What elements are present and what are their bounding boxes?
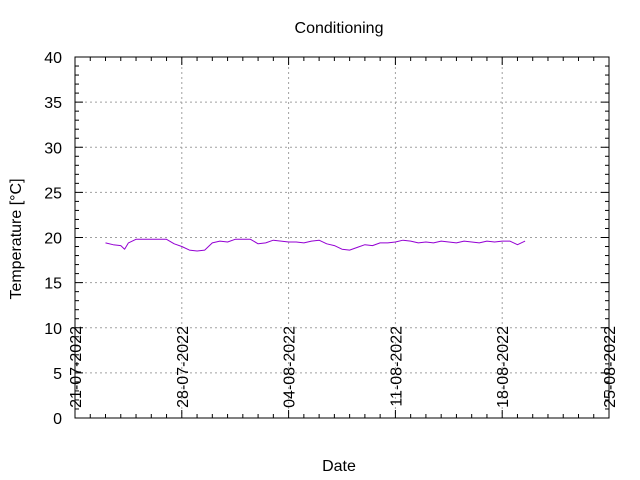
- x-axis-title: Date: [322, 458, 356, 475]
- x-tick-label: 18-08-2022: [495, 326, 512, 408]
- x-tick-label: 21-07-2022: [68, 326, 85, 408]
- series-layer: [105, 238, 526, 252]
- y-tick-label: 25: [44, 185, 62, 202]
- x-tick-label: 28-07-2022: [175, 326, 192, 408]
- x-tick-labels: 21-07-2022 28-07-2022 04-08-2022 11-08-2022…: [68, 326, 619, 408]
- y-axis-title: Temperature [°C]: [8, 178, 25, 299]
- y-tick-label: 15: [44, 276, 62, 293]
- y-tick-label: 35: [44, 95, 62, 112]
- axis-ticks: [74, 56, 610, 419]
- chart-title: Conditioning: [295, 20, 384, 37]
- grid: [75, 57, 609, 418]
- y-tick-label: 0: [53, 411, 62, 428]
- x-tick-label: 11-08-2022: [388, 326, 405, 407]
- y-tick-label: 30: [44, 140, 62, 157]
- x-tick-label: 25-08-2022: [602, 326, 619, 408]
- y-tick-labels: 0 5 10 15 20 25 30 35 40: [44, 50, 62, 428]
- y-tick-label: 20: [44, 231, 62, 248]
- x-tick-label: 04-08-2022: [282, 326, 299, 408]
- y-tick-label: 5: [53, 366, 62, 383]
- series-line-0: [105, 238, 526, 252]
- y-tick-label: 10: [44, 321, 62, 338]
- y-tick-label: 40: [44, 50, 62, 67]
